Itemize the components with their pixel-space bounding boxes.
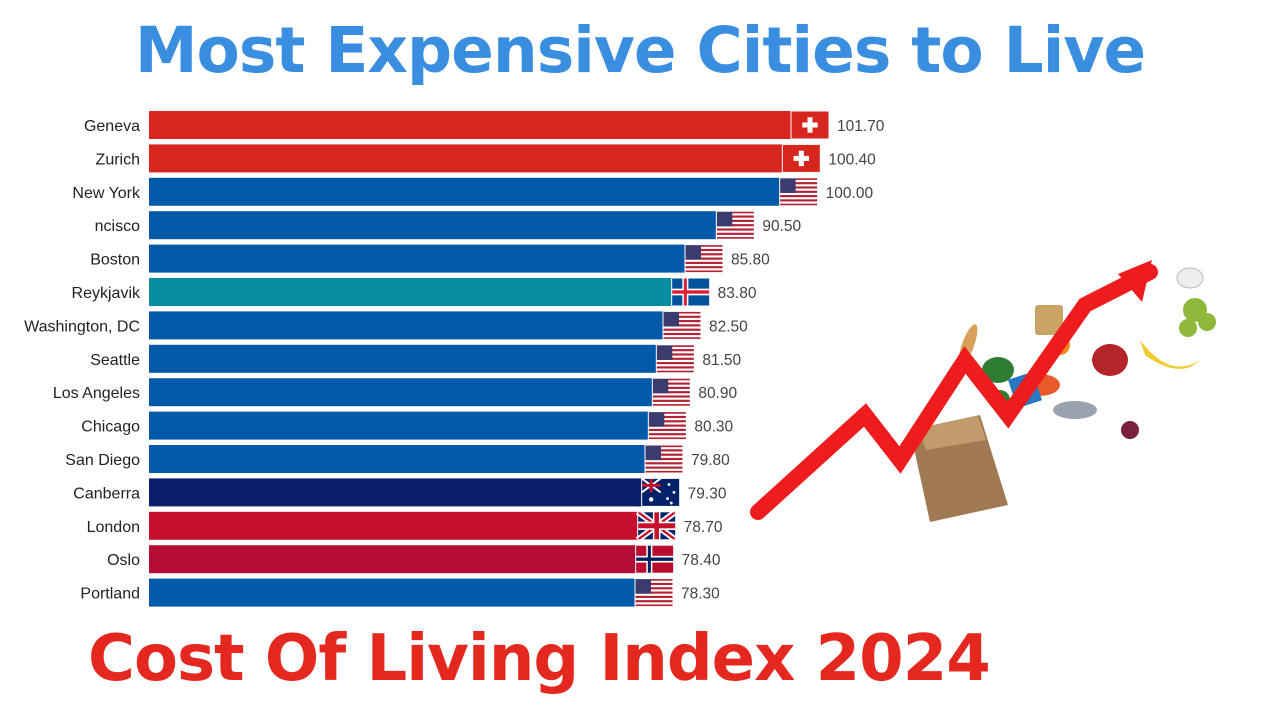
category-label: Boston	[90, 252, 140, 269]
bar	[149, 578, 671, 607]
value-label: 100.00	[826, 185, 874, 202]
bar	[149, 545, 672, 574]
usa-flag-icon	[684, 244, 724, 274]
category-label: Los Angeles	[53, 385, 140, 402]
bar	[149, 411, 685, 440]
category-label: Oslo	[107, 552, 140, 569]
usa-flag-icon	[655, 344, 695, 374]
chart-title: Most Expensive Cities to Live	[134, 14, 1146, 87]
usa-flag-icon	[651, 377, 691, 407]
category-label: London	[87, 519, 140, 536]
category-label: Geneva	[84, 118, 140, 135]
bar	[149, 311, 699, 340]
usa-flag-icon	[662, 310, 702, 340]
bar	[149, 344, 693, 373]
value-label: 79.80	[691, 452, 730, 469]
usa-flag-icon	[715, 210, 755, 240]
australia-flag-icon	[641, 477, 681, 507]
value-label: 100.40	[828, 151, 876, 168]
bar	[149, 211, 753, 240]
value-label: 85.80	[731, 252, 770, 269]
value-label: 78.70	[684, 519, 723, 536]
rising-arrow-groceries-icon	[750, 260, 1216, 522]
bar	[149, 378, 689, 407]
bar	[149, 278, 708, 306]
category-label: ncisco	[95, 218, 140, 235]
bar	[149, 244, 721, 273]
value-label: 79.30	[688, 485, 727, 502]
category-label: New York	[72, 185, 141, 202]
bar	[149, 445, 681, 473]
category-label: Portland	[80, 586, 140, 603]
switzerland-flag-icon	[781, 143, 821, 173]
value-label: 81.50	[702, 352, 741, 369]
uk-flag-icon	[635, 509, 678, 543]
category-label: Zurich	[96, 151, 140, 168]
usa-flag-icon	[647, 411, 687, 441]
value-label: 78.40	[682, 552, 721, 569]
usa-flag-icon	[644, 444, 684, 474]
category-label: Reykjavik	[72, 285, 141, 302]
value-label: 82.50	[709, 318, 748, 335]
bar	[149, 511, 674, 540]
value-label: 80.30	[694, 419, 733, 436]
category-label: Canberra	[73, 485, 140, 502]
iceland-flag-icon	[671, 277, 711, 307]
category-label: Washington, DC	[24, 318, 140, 335]
norway-flag-icon	[635, 544, 675, 574]
value-label: 78.30	[681, 586, 720, 603]
bar	[149, 478, 678, 507]
bar	[149, 111, 827, 139]
category-label: Chicago	[81, 419, 140, 436]
usa-flag-icon	[634, 578, 674, 608]
usa-flag-icon	[779, 177, 819, 207]
bar	[149, 177, 816, 206]
category-label: Seattle	[90, 352, 140, 369]
chart-subtitle: Cost Of Living Index 2024	[88, 622, 991, 696]
value-label: 80.90	[698, 385, 737, 402]
value-label: 83.80	[718, 285, 757, 302]
switzerland-flag-icon	[790, 110, 830, 140]
value-label: 101.70	[837, 118, 885, 135]
value-label: 90.50	[762, 218, 801, 235]
bar	[149, 144, 819, 173]
category-label: San Diego	[65, 452, 140, 469]
